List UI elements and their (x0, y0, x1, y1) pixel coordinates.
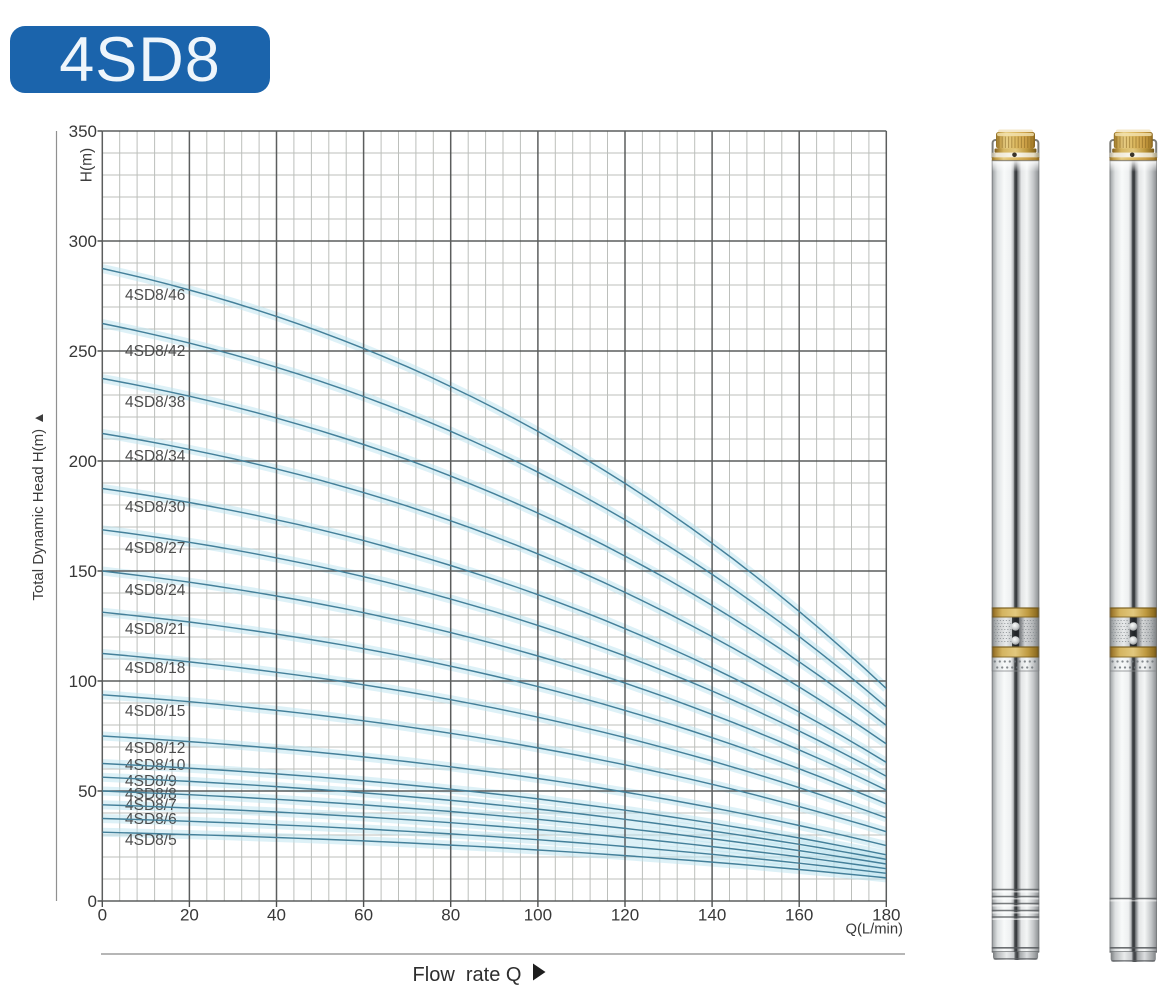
svg-text:140: 140 (698, 906, 726, 925)
svg-text:4SD8/42: 4SD8/42 (125, 343, 185, 360)
svg-text:4SD8/5: 4SD8/5 (125, 832, 177, 849)
svg-text:4SD8/15: 4SD8/15 (125, 703, 185, 720)
svg-text:160: 160 (785, 906, 813, 925)
svg-text:60: 60 (354, 906, 373, 925)
svg-text:4SD8/9: 4SD8/9 (125, 773, 177, 790)
svg-text:180: 180 (872, 906, 900, 925)
svg-text:H(m): H(m) (79, 148, 96, 182)
svg-text:4SD8/21: 4SD8/21 (125, 621, 185, 638)
svg-text:200: 200 (69, 452, 97, 471)
svg-text:120: 120 (611, 906, 639, 925)
svg-text:4SD8/46: 4SD8/46 (125, 287, 185, 304)
svg-text:300: 300 (69, 232, 97, 251)
svg-text:4SD8/12: 4SD8/12 (125, 740, 185, 757)
svg-text:4SD8/30: 4SD8/30 (125, 499, 186, 516)
svg-text:40: 40 (267, 906, 286, 925)
svg-text:350: 350 (69, 122, 97, 141)
svg-text:0: 0 (98, 906, 107, 925)
svg-text:4SD8/7: 4SD8/7 (125, 797, 177, 814)
svg-text:4SD8/24: 4SD8/24 (125, 582, 186, 599)
svg-text:20: 20 (180, 906, 199, 925)
svg-text:0: 0 (88, 892, 97, 911)
svg-text:4SD8/38: 4SD8/38 (125, 394, 185, 411)
svg-text:4SD8/18: 4SD8/18 (125, 660, 185, 677)
svg-text:80: 80 (441, 906, 460, 925)
svg-text:Flow rate Q: Flow rate Q (413, 964, 522, 986)
svg-text:100: 100 (524, 906, 552, 925)
svg-text:Q(L/min): Q(L/min) (845, 922, 903, 938)
svg-text:4SD8/8: 4SD8/8 (125, 786, 177, 803)
svg-text:100: 100 (69, 672, 97, 691)
svg-text:250: 250 (69, 342, 97, 361)
svg-text:4SD8/27: 4SD8/27 (125, 540, 185, 557)
svg-text:50: 50 (78, 782, 97, 801)
svg-text:4SD8/34: 4SD8/34 (125, 448, 186, 465)
svg-text:Total Dynamic Head H(m) ▲: Total Dynamic Head H(m) ▲ (30, 411, 47, 600)
svg-text:150: 150 (69, 562, 97, 581)
